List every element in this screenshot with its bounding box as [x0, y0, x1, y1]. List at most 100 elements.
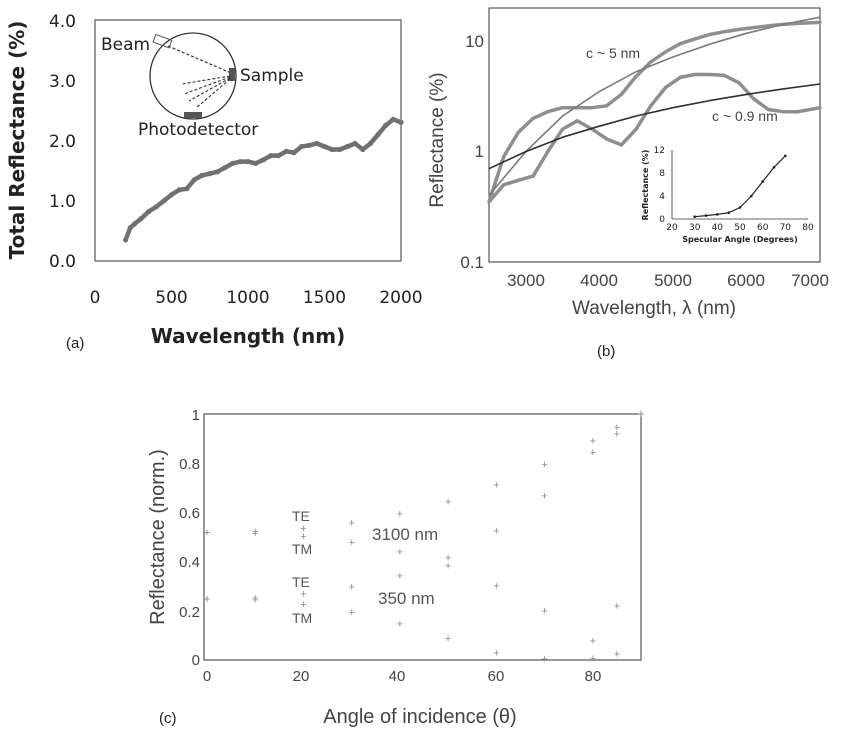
- measured-point: [619, 143, 624, 147]
- scatter-ray: [183, 76, 231, 95]
- tm-350-marker: +: [541, 654, 547, 666]
- panel-c-y-ticks: 0 0.2 0.4 0.6 0.8 1: [179, 407, 200, 669]
- measured-point: [752, 97, 756, 101]
- panel-c-x-tick: 60: [488, 668, 505, 685]
- reflectance-point: [260, 157, 266, 163]
- inset-x-tick: 20: [666, 223, 678, 233]
- te-3100-marker: +: [445, 497, 451, 509]
- measured-point: [619, 92, 624, 96]
- panel-b-y-ticks: 0.1 1 10: [460, 32, 484, 272]
- inset-x-tick: 50: [734, 223, 746, 233]
- panel-c-x-tick: 0: [203, 668, 211, 685]
- sample-chamber-circle: [149, 32, 237, 120]
- measured-point: [737, 27, 741, 31]
- panel-c-y-tick: 0.2: [179, 604, 200, 621]
- panel-b-x-ticks: 3000 4000 5000 6000 7000: [507, 271, 829, 290]
- measured-point: [516, 178, 521, 182]
- panel-a-y-axis-title: Total Reflectance (%): [5, 21, 29, 260]
- te-3100-marker: +: [493, 480, 499, 492]
- panel-a-x-tick: 1500: [303, 288, 346, 308]
- measured-point: [502, 155, 506, 159]
- tm-350-marker: +: [348, 607, 354, 619]
- tm-3100-marker: +: [445, 561, 451, 573]
- te-3100-marker: +: [638, 409, 644, 421]
- panel-a-x-ticks: 0 500 1000 1500 2000: [90, 288, 423, 308]
- panel-a-x-tick: 500: [155, 288, 187, 308]
- measured-point: [693, 37, 697, 41]
- tm-350-marker: +: [445, 633, 451, 645]
- reflectance-point: [375, 131, 381, 138]
- panel-a-label: (a): [66, 335, 84, 352]
- curve-label-tm-350: TM: [292, 610, 312, 626]
- te-3100-marker: +: [204, 527, 210, 539]
- tm-350-marker: +: [300, 599, 306, 611]
- inset-y-tick: 12: [654, 146, 665, 156]
- sample-label: Sample: [240, 66, 304, 86]
- panel-c-y-tick: 1: [192, 407, 200, 424]
- panel-a-plot-frame: [94, 19, 402, 262]
- measured-point: [502, 183, 506, 187]
- panel-c-series: + + + +++++++++ + + +++++++++ + ++++++++++ + +++++…: [204, 409, 644, 666]
- measured-point: [531, 174, 535, 178]
- reflectance-point: [207, 171, 213, 177]
- panel-c-x-tick: 40: [389, 668, 406, 685]
- reflectance-point: [191, 177, 197, 183]
- fit-label-c09: c ~ 0.9 nm: [712, 108, 778, 124]
- reflectance-point: [132, 221, 138, 227]
- inset-point: [772, 166, 776, 169]
- tm-3100-marker: +: [493, 581, 499, 593]
- tm-350-marker: +: [590, 653, 596, 665]
- te-3100-marker: +: [541, 459, 547, 471]
- inset-y-tick: 4: [659, 192, 665, 202]
- panel-a-y-tick: 2.0: [49, 132, 76, 152]
- reflectance-point: [398, 119, 404, 125]
- tm-350-marker: +: [638, 409, 644, 421]
- panel-c-y-tick: 0.8: [179, 456, 200, 473]
- measured-point: [575, 119, 579, 123]
- te-350-marker: +: [590, 447, 596, 459]
- panel-b-x-tick: 6000: [727, 271, 765, 290]
- panel-c-x-tick: 20: [293, 668, 310, 685]
- measured-point: [708, 72, 712, 77]
- inset-y-axis-title: Reflectance (%): [641, 150, 650, 221]
- fit-label-c5: c ~ 5 nm: [586, 45, 640, 61]
- tm-350-marker: +: [252, 595, 258, 607]
- inset-x-tick: 80: [802, 223, 814, 233]
- panel-a-x-axis-title: Wavelength (nm): [151, 324, 346, 348]
- tm-350-marker: +: [614, 600, 620, 612]
- panel-b-plot-frame: [488, 7, 821, 263]
- panel-c-y-tick: 0.6: [179, 505, 200, 522]
- measured-point: [678, 42, 682, 46]
- panel-b-y-tick: 0.1: [460, 253, 484, 272]
- te-350-marker: +: [493, 526, 499, 538]
- te-350-marker: +: [445, 553, 451, 565]
- measured-point: [818, 106, 822, 110]
- reflectance-point: [344, 143, 350, 150]
- panel-c-x-tick: 80: [585, 668, 602, 685]
- panel-c-y-axis-title: Reflectance (norm.): [147, 449, 169, 625]
- tm-3100-marker: +: [614, 649, 620, 661]
- te-350-marker: +: [204, 594, 210, 606]
- te-350-marker: +: [252, 592, 258, 604]
- measured-point: [796, 21, 800, 25]
- inset-y-tick: 8: [659, 169, 665, 179]
- te-350-marker: +: [541, 490, 547, 502]
- tm-3100-marker: +: [348, 537, 354, 549]
- reflectance-point: [161, 198, 167, 204]
- tm-350-marker: +: [204, 594, 210, 606]
- reflectance-point: [299, 143, 305, 150]
- panel-c-y-tick: 0: [192, 652, 200, 669]
- panel-a-x-tick: 1000: [226, 288, 269, 308]
- panel-c-x-ticks: 0 20 40 60 80: [203, 668, 602, 685]
- reflectance-point: [268, 153, 274, 159]
- reflectance-point: [367, 140, 373, 147]
- reflectance-point: [146, 209, 152, 215]
- reflectance-point: [222, 165, 228, 171]
- inset-point: [704, 214, 708, 217]
- measured-point: [561, 127, 565, 131]
- reflectance-point: [360, 146, 366, 153]
- reflectance-point: [383, 122, 389, 128]
- inset-point: [738, 206, 742, 209]
- te-3100-marker: +: [252, 526, 258, 538]
- te-3100-marker: +: [397, 509, 403, 521]
